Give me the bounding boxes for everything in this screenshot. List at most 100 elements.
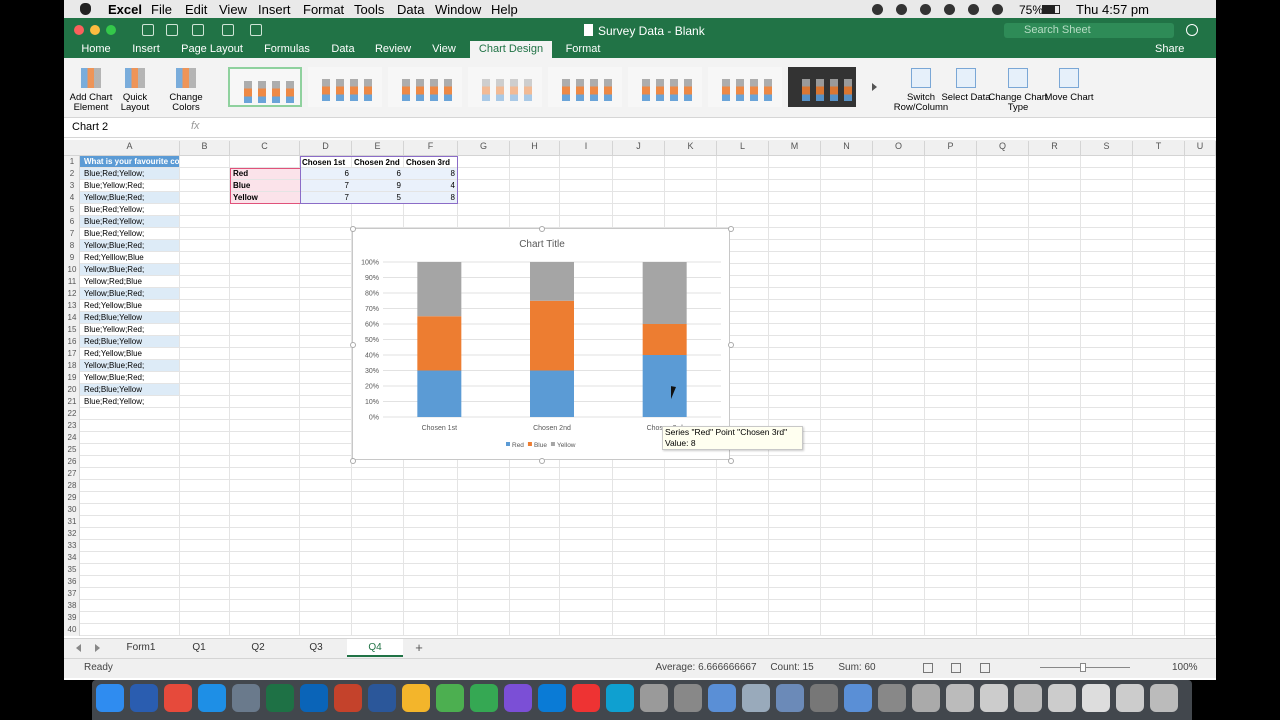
- view-button[interactable]: [951, 663, 961, 673]
- menu-item[interactable]: File: [151, 2, 172, 17]
- dock-icon[interactable]: [674, 684, 702, 712]
- ribbon-tab[interactable]: Format: [565, 43, 601, 55]
- dock-icon[interactable]: [708, 684, 736, 712]
- dock-icon[interactable]: [232, 684, 260, 712]
- resize-handle[interactable]: [728, 226, 734, 232]
- dock-icon[interactable]: [980, 684, 1008, 712]
- ribbon-icon[interactable]: [911, 68, 931, 88]
- resize-handle[interactable]: [350, 342, 356, 348]
- menu-app[interactable]: Excel: [108, 2, 142, 17]
- resize-handle[interactable]: [539, 458, 545, 464]
- window-button[interactable]: [90, 25, 100, 35]
- dock-icon[interactable]: [436, 684, 464, 712]
- resize-handle[interactable]: [350, 226, 356, 232]
- dock-icon[interactable]: [266, 684, 294, 712]
- gallery-arrow[interactable]: [872, 83, 877, 91]
- ribbon-button-label[interactable]: Change Colors: [169, 92, 203, 113]
- ribbon-button-label[interactable]: Switch Row/Column: [893, 92, 949, 113]
- dock-icon[interactable]: [742, 684, 770, 712]
- chart-style-thumb[interactable]: [388, 67, 462, 107]
- chart-style-thumb[interactable]: [308, 67, 382, 107]
- view-button[interactable]: [980, 663, 990, 673]
- sheet-tab[interactable]: Q1: [192, 642, 206, 653]
- dock-icon[interactable]: [1014, 684, 1042, 712]
- dock-icon[interactable]: [606, 684, 634, 712]
- chart-style-thumb[interactable]: [788, 67, 856, 107]
- dock-icon[interactable]: [368, 684, 396, 712]
- zoom-thumb[interactable]: [1080, 663, 1086, 672]
- dock-icon[interactable]: [878, 684, 906, 712]
- ribbon-tab[interactable]: Formulas: [264, 43, 310, 55]
- dock-icon[interactable]: [96, 684, 124, 712]
- sheet-tab[interactable]: Q2: [251, 642, 265, 653]
- toolbar-icon[interactable]: [142, 24, 154, 36]
- menu-item[interactable]: Format: [303, 2, 345, 17]
- resize-handle[interactable]: [539, 226, 545, 232]
- menu-item[interactable]: View: [219, 2, 247, 17]
- chart-style-thumb[interactable]: [628, 67, 702, 107]
- dock-icon[interactable]: [776, 684, 804, 712]
- toolbar-icon[interactable]: [192, 24, 204, 36]
- add-sheet[interactable]: +: [415, 640, 423, 655]
- dock-icon[interactable]: [198, 684, 226, 712]
- ribbon-tab[interactable]: Data: [331, 43, 355, 55]
- resize-handle[interactable]: [728, 458, 734, 464]
- ribbon-tab[interactable]: Page Layout: [181, 43, 243, 55]
- ribbon-icon[interactable]: [1008, 68, 1028, 88]
- dock-icon[interactable]: [912, 684, 940, 712]
- ribbon-button-label[interactable]: Move Chart: [1044, 92, 1094, 103]
- dock-icon[interactable]: [164, 684, 192, 712]
- nav-arrow[interactable]: [95, 644, 100, 652]
- dock-icon[interactable]: [470, 684, 498, 712]
- dock-icon[interactable]: [538, 684, 566, 712]
- ribbon-icon[interactable]: [956, 68, 976, 88]
- dock-icon[interactable]: [130, 684, 158, 712]
- chart-style-thumb[interactable]: [468, 67, 542, 107]
- menu-item[interactable]: Window: [435, 2, 482, 17]
- dock-icon[interactable]: [402, 684, 430, 712]
- toolbar-icon[interactable]: [250, 24, 262, 36]
- ribbon-tab[interactable]: View: [432, 43, 456, 55]
- ribbon-icon[interactable]: [176, 68, 196, 88]
- toolbar-icon[interactable]: [166, 24, 178, 36]
- resize-handle[interactable]: [350, 458, 356, 464]
- menu-item[interactable]: Insert: [258, 2, 291, 17]
- menu-item[interactable]: Tools: [354, 2, 385, 17]
- dock-icon[interactable]: [300, 684, 328, 712]
- search-placeholder[interactable]: Search Sheet: [1024, 24, 1091, 36]
- sheet-tab[interactable]: Q3: [309, 642, 323, 653]
- chart[interactable]: Chart Title 0% 10% 20% 30% 40% 50% 60% 70% 80% 90%…: [350, 226, 734, 464]
- dock-icon[interactable]: [640, 684, 668, 712]
- share-button[interactable]: Share: [1155, 43, 1185, 55]
- dock-icon[interactable]: [504, 684, 532, 712]
- chart-style-thumb[interactable]: [228, 67, 302, 107]
- ribbon-button-label[interactable]: Select Data: [941, 92, 991, 103]
- menu-item[interactable]: Edit: [185, 2, 208, 17]
- ribbon-tab[interactable]: Home: [81, 43, 111, 55]
- menu-item[interactable]: Data: [397, 2, 425, 17]
- dock-icon[interactable]: [1150, 684, 1178, 712]
- menu-item[interactable]: Help: [491, 2, 518, 17]
- nav-arrow[interactable]: [76, 644, 81, 652]
- view-button[interactable]: [923, 663, 933, 673]
- ribbon-tab[interactable]: Insert: [132, 43, 160, 55]
- dock-icon[interactable]: [1048, 684, 1076, 712]
- sheet-tab[interactable]: Q4: [368, 642, 382, 653]
- name-box[interactable]: Chart 2: [72, 121, 109, 133]
- dock-icon[interactable]: [844, 684, 872, 712]
- chart-style-thumb[interactable]: [548, 67, 622, 107]
- ribbon-button-label[interactable]: Change Chart Type: [988, 92, 1048, 113]
- resize-handle[interactable]: [728, 342, 734, 348]
- chart-style-thumb[interactable]: [708, 67, 782, 107]
- window-button[interactable]: [106, 25, 116, 35]
- dock-icon[interactable]: [334, 684, 362, 712]
- toolbar-icon[interactable]: [222, 24, 234, 36]
- ribbon-tab[interactable]: Chart Design: [478, 43, 544, 55]
- sheet-tab[interactable]: Form1: [126, 642, 156, 653]
- dock-icon[interactable]: [810, 684, 838, 712]
- dock-icon[interactable]: [946, 684, 974, 712]
- ribbon-button-label[interactable]: Quick Layout: [120, 92, 150, 113]
- ribbon-icon[interactable]: [125, 68, 145, 88]
- ribbon-tab[interactable]: Review: [374, 43, 412, 55]
- window-button[interactable]: [74, 25, 84, 35]
